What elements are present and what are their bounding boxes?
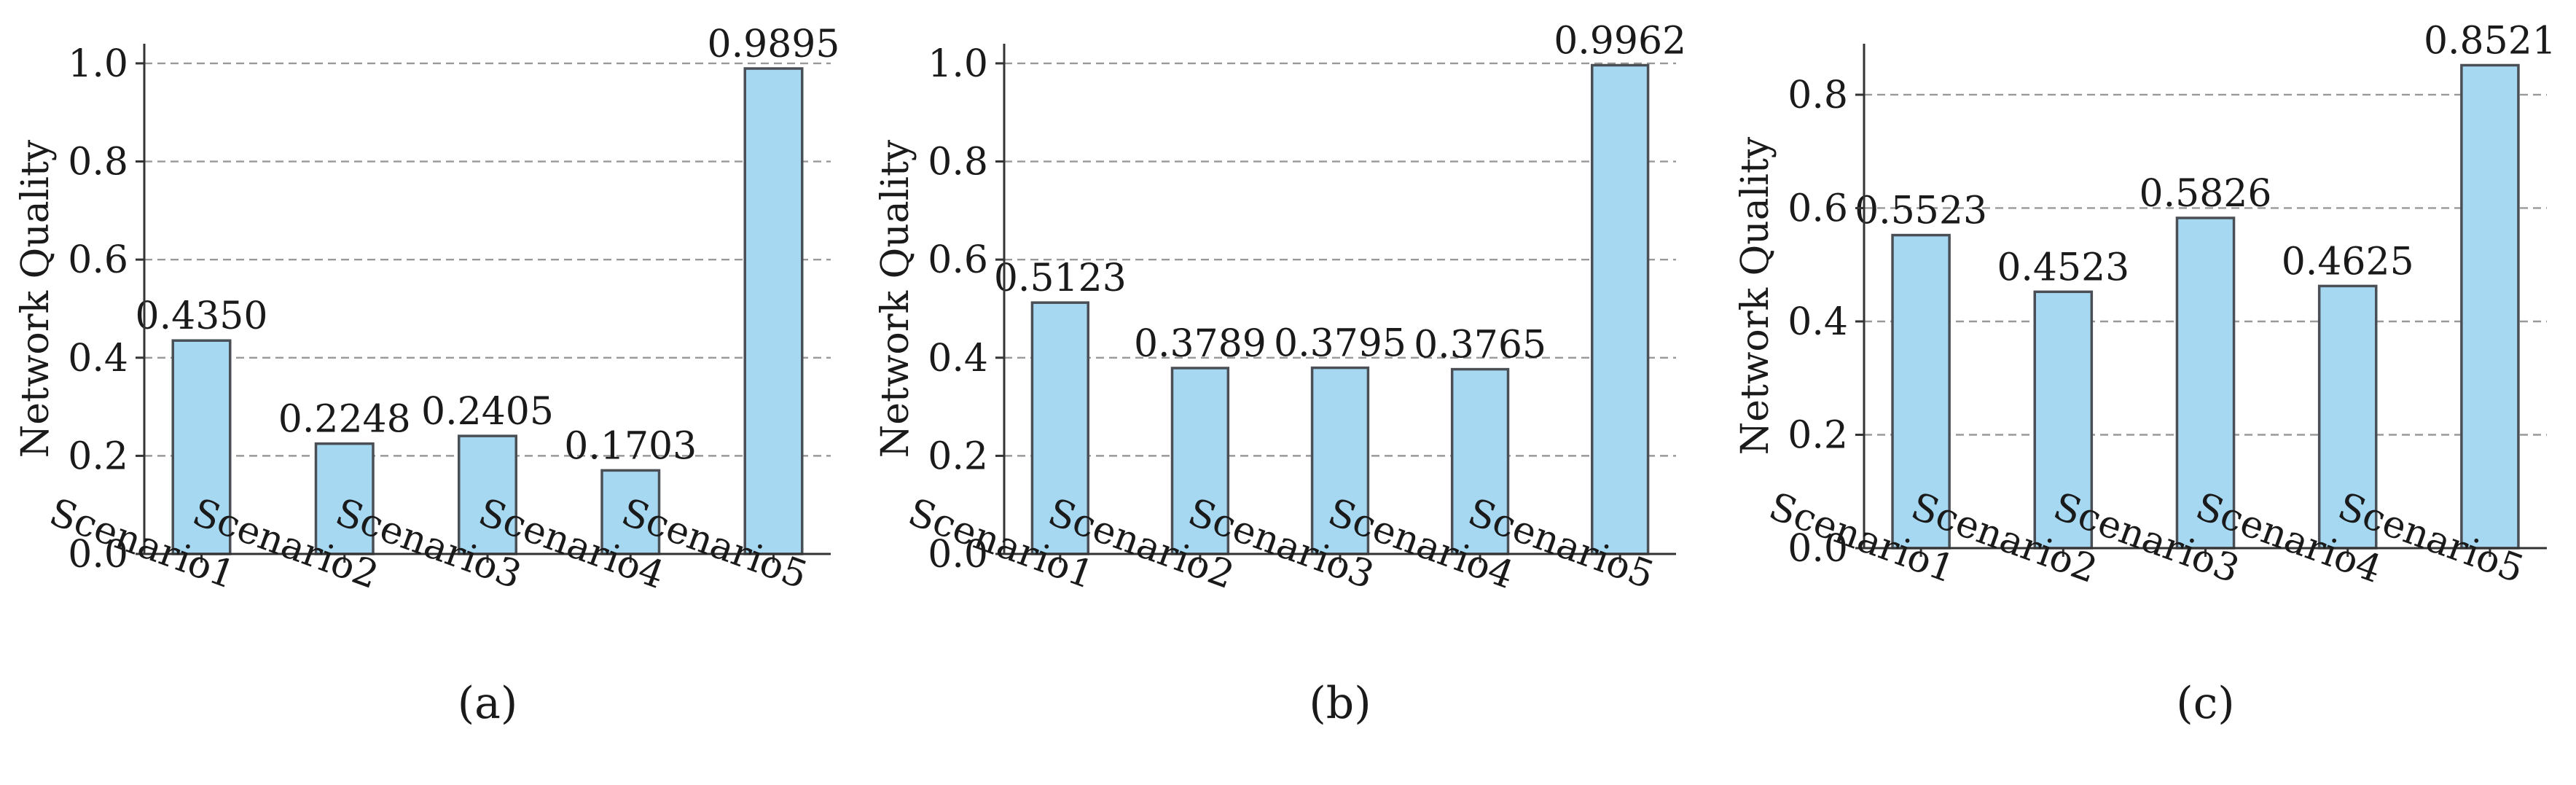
y-tick-label: 0.4 (68, 337, 128, 380)
bar (1891, 233, 1951, 550)
value-label: 0.4350 (136, 294, 268, 338)
value-label: 0.2405 (421, 390, 554, 434)
y-tick-label: 0.4 (1788, 300, 1848, 344)
value-label: 0.5523 (1855, 190, 1987, 233)
value-label: 0.2248 (278, 398, 411, 442)
y-tick-label: 0.0 (928, 533, 988, 577)
value-label: 0.3795 (1274, 322, 1406, 366)
bar (2033, 290, 2094, 550)
bar (314, 442, 375, 555)
y-tick-label: 0.8 (1788, 74, 1848, 117)
bar (743, 67, 804, 555)
value-label: 0.1703 (564, 424, 697, 468)
subfigure-caption: (a) (458, 678, 518, 729)
y-tick-label: 0.6 (1788, 187, 1848, 230)
y-tick-label: 0.6 (928, 238, 988, 282)
bar (458, 434, 517, 555)
y-tick-label: 1.0 (928, 42, 988, 86)
value-label: 0.9895 (708, 23, 840, 66)
value-label: 0.4625 (2282, 240, 2414, 284)
y-tick-label: 1.0 (68, 42, 128, 86)
y-tick-label: 0.8 (68, 141, 128, 184)
y-axis-title: Network Quality (874, 139, 917, 458)
bar (1030, 301, 1090, 555)
value-label: 0.3765 (1414, 324, 1546, 367)
value-label: 0.3789 (1134, 322, 1267, 366)
bar (1310, 366, 1370, 555)
y-tick-label: 0.0 (68, 533, 128, 577)
bar (1450, 367, 1510, 555)
subfigure-caption: (c) (2176, 678, 2234, 729)
subfigure-caption: (b) (1309, 678, 1371, 729)
y-tick-label: 0.6 (68, 238, 128, 282)
y-axis-title: Network Quality (1734, 136, 1777, 455)
y-tick-label: 0.8 (928, 141, 988, 184)
y-tick-label: 0.0 (1788, 527, 1848, 571)
bar (600, 469, 661, 555)
bar (2460, 63, 2520, 550)
bar (2175, 216, 2236, 550)
value-label: 0.8521 (2424, 19, 2556, 63)
y-tick-label: 0.2 (928, 434, 988, 478)
value-label: 0.9962 (1554, 19, 1686, 63)
y-tick-label: 0.4 (928, 337, 988, 380)
value-label: 0.5826 (2140, 172, 2272, 216)
y-tick-label: 0.2 (68, 434, 128, 478)
value-label: 0.5123 (994, 257, 1127, 300)
y-tick-label: 0.2 (1788, 413, 1848, 457)
bar (171, 339, 232, 555)
y-axis-title: Network Quality (14, 139, 58, 458)
value-label: 0.4523 (1997, 246, 2129, 289)
bar (1591, 63, 1650, 555)
bar (1170, 367, 1230, 555)
